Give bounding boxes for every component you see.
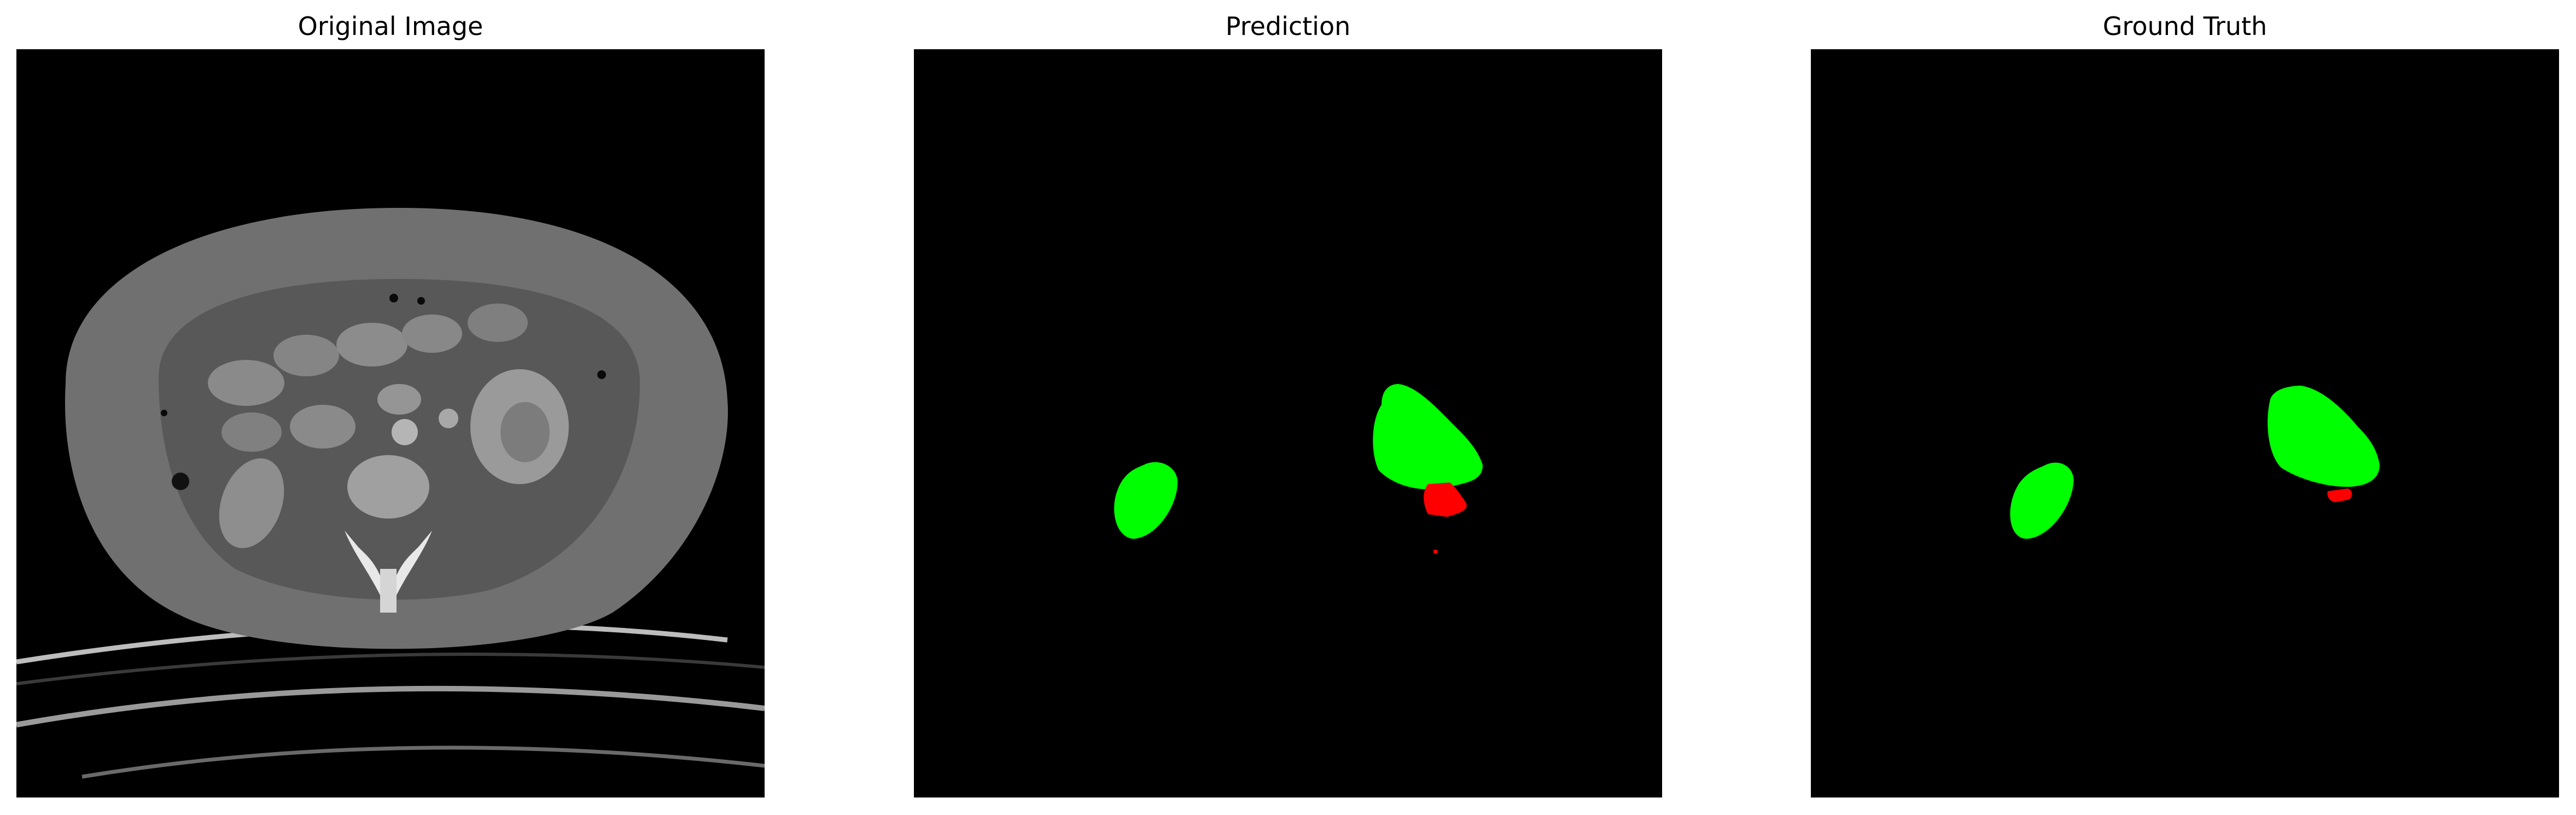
ground-truth-region-left <box>2010 462 2074 539</box>
ground-truth-region-right <box>2268 386 2380 487</box>
prediction-mask <box>914 49 1662 797</box>
predicted-region-left <box>1114 462 1178 539</box>
ground-truth-region-red <box>2327 488 2352 502</box>
panel-title-ground-truth: Ground Truth <box>2102 11 2268 41</box>
ground-truth-mask <box>1811 49 2559 797</box>
original-ct-image <box>16 49 765 797</box>
panel-title-original: Original Image <box>298 11 483 41</box>
predicted-region-red <box>1424 482 1467 517</box>
predicted-region-right <box>1373 384 1483 490</box>
panel-title-prediction: Prediction <box>1225 11 1351 41</box>
